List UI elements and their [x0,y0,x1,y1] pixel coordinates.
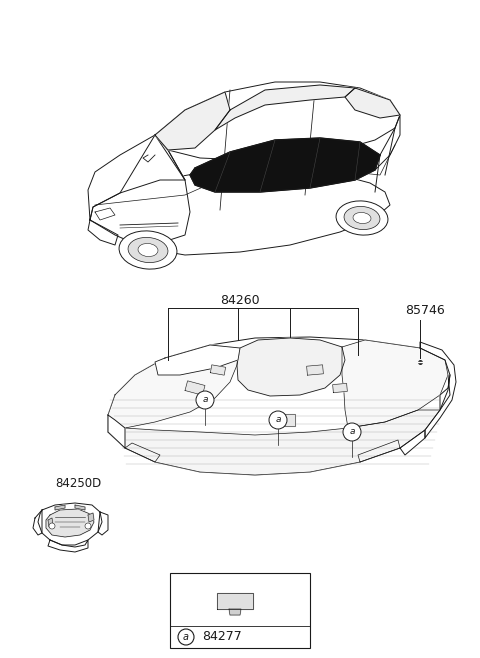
Polygon shape [98,512,108,535]
Ellipse shape [344,207,380,230]
Polygon shape [90,135,190,248]
Polygon shape [342,340,448,428]
Circle shape [49,523,55,529]
Polygon shape [108,345,238,432]
Polygon shape [400,430,425,455]
Polygon shape [33,510,42,535]
Polygon shape [229,609,241,615]
Ellipse shape [119,231,177,269]
Text: a: a [349,428,355,436]
Polygon shape [333,384,348,393]
Polygon shape [48,540,88,552]
Ellipse shape [353,213,371,224]
Polygon shape [275,414,295,426]
Circle shape [343,423,361,441]
Ellipse shape [336,201,388,235]
Polygon shape [88,135,185,220]
Text: a: a [183,632,189,642]
Bar [170,573,310,648]
Polygon shape [210,365,226,375]
Polygon shape [46,509,94,537]
Polygon shape [345,88,400,118]
Polygon shape [420,342,456,438]
Polygon shape [75,505,85,510]
Polygon shape [237,338,345,396]
Polygon shape [108,415,125,448]
Text: 85746: 85746 [405,303,445,316]
Text: a: a [202,395,208,405]
Polygon shape [155,345,240,375]
Polygon shape [215,85,355,130]
Circle shape [178,629,194,645]
Polygon shape [55,505,65,510]
Polygon shape [217,593,253,609]
Polygon shape [90,168,390,255]
Polygon shape [88,513,94,522]
Polygon shape [307,365,324,375]
Polygon shape [88,220,118,245]
Polygon shape [375,115,400,170]
Polygon shape [108,410,440,475]
Polygon shape [108,337,450,475]
Polygon shape [38,503,102,545]
Polygon shape [185,381,205,395]
Circle shape [196,391,214,409]
Circle shape [85,523,91,529]
Polygon shape [440,375,450,410]
Circle shape [269,411,287,429]
Ellipse shape [138,243,158,257]
Text: a: a [275,415,281,424]
Text: 84277: 84277 [202,630,242,644]
Polygon shape [190,138,380,192]
Text: 84250D: 84250D [55,477,101,490]
Polygon shape [155,82,400,160]
Polygon shape [48,518,53,527]
Ellipse shape [128,238,168,263]
Text: 84260: 84260 [220,293,260,307]
Polygon shape [155,92,230,150]
